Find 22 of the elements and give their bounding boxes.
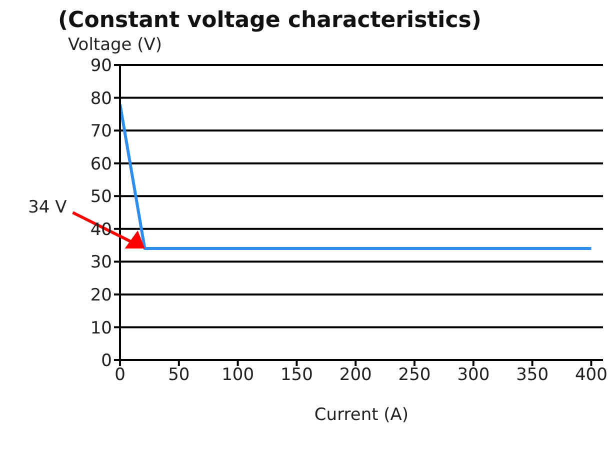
x-tick-label: 200	[339, 365, 372, 386]
y-tick-label: 20	[90, 285, 112, 306]
y-tick-label: 10	[90, 318, 112, 338]
text: 34 V	[28, 198, 68, 218]
x-axis-title: Current (A)	[314, 405, 409, 425]
x-tick-label: 400	[574, 365, 608, 386]
x-tick-label: 350	[516, 365, 549, 386]
y-tick-label: 30	[90, 252, 112, 273]
x-tick-label: 50	[168, 365, 190, 386]
y-tick-label: 90	[90, 56, 112, 76]
y-tick-label: 80	[90, 88, 112, 109]
x-tick-label: 0	[114, 365, 126, 386]
y-tick-label: 0	[101, 351, 112, 372]
y-tick-label: 70	[90, 122, 112, 142]
x-tick-label: 150	[280, 365, 313, 386]
chart-title: (Constant voltage characteristics)	[57, 8, 482, 33]
y-axis-title: Voltage (V)	[67, 35, 164, 55]
x-tick-label: 250	[398, 365, 431, 386]
x-tick-label: 100	[222, 365, 254, 386]
y-tick-label: 60	[90, 154, 112, 174]
x-tick-label: 300	[457, 365, 490, 386]
y-tick-label: 50	[90, 187, 112, 208]
